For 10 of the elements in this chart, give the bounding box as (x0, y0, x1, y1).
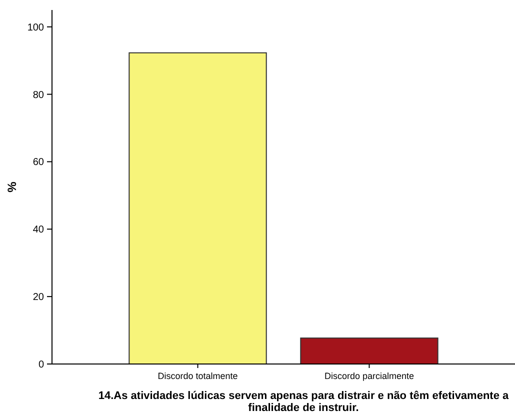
x-tick-label: Discordo totalmente (158, 371, 238, 381)
y-tick-label: 0 (38, 360, 44, 370)
y-tick-label: 60 (32, 157, 44, 168)
y-tick-label: 80 (32, 90, 44, 101)
y-axis-title: % (5, 181, 19, 192)
y-tick-label: 20 (32, 292, 44, 304)
y-tick-label: 100 (27, 22, 44, 34)
x-axis-title: 14.As atividades lúdicas servem apenas para distrair e não têm efetivamente a finalidade de instruir. (98, 390, 510, 414)
y-tick-label: 40 (32, 224, 44, 236)
x-tick-label: Discordo parcialmente (324, 371, 414, 381)
